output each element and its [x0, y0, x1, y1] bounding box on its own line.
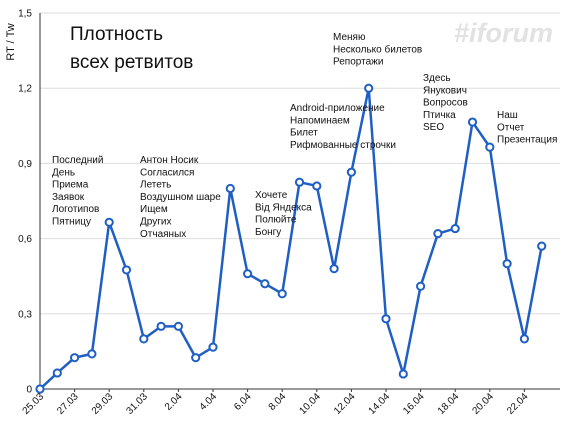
annotation: Здесь — [423, 73, 451, 84]
point — [52, 368, 62, 378]
annotation: Презентация — [497, 135, 557, 146]
y-tick-label: 0,6 — [18, 234, 32, 245]
annotation: Несколько билетов — [333, 43, 422, 55]
watermark: #iforum — [454, 18, 553, 48]
point — [70, 353, 80, 363]
point — [485, 142, 495, 152]
point — [433, 228, 443, 239]
annotation: Рифмованные строчки — [290, 139, 396, 151]
point — [156, 321, 166, 331]
point — [243, 269, 253, 279]
annotation: SEO — [423, 122, 444, 133]
annotation: Наш — [497, 110, 518, 121]
annotation: Ищем — [140, 204, 168, 215]
line — [39, 87, 543, 390]
annotation: Полюйте — [255, 215, 297, 226]
point — [329, 264, 339, 274]
point — [173, 321, 183, 331]
annotation: Отчет — [497, 122, 525, 133]
annotation: Согласился — [140, 167, 194, 178]
annotation: Вопросов — [423, 98, 468, 109]
chart-title: всех ретвитов — [70, 52, 193, 73]
point — [277, 289, 287, 299]
annotation: Отчаяных — [140, 229, 186, 240]
annotation: Антон Носик — [140, 155, 199, 166]
point — [364, 83, 374, 93]
point — [121, 265, 132, 275]
y-tick-label: 1,2 — [18, 84, 32, 95]
annotation: Птичка — [423, 110, 456, 121]
annotation: Билет — [290, 128, 318, 139]
point — [191, 353, 201, 363]
point — [346, 167, 356, 177]
y-tick-label: 0 — [26, 385, 32, 396]
annotation: Напоминаем — [290, 115, 350, 126]
point — [381, 314, 391, 324]
annotation: Меняю — [333, 32, 366, 43]
point — [519, 334, 530, 344]
point — [260, 279, 270, 289]
point — [312, 181, 322, 191]
y-axis-label: RT / Tw — [5, 23, 17, 60]
annotation: Від Яндекса — [255, 202, 312, 213]
annotation: Лететь — [140, 180, 171, 191]
point — [104, 217, 114, 227]
annotation: День — [52, 167, 75, 178]
point — [139, 334, 149, 344]
point — [225, 183, 235, 194]
y-tick-label: 1,5 — [18, 9, 32, 20]
point — [35, 384, 45, 394]
point — [416, 281, 426, 291]
chart-title: Плотность — [70, 24, 163, 45]
annotation: Воздушном шаре — [140, 192, 221, 203]
annotation: Репортажи — [333, 57, 383, 68]
point — [502, 259, 512, 269]
point — [537, 241, 547, 251]
point — [450, 223, 460, 234]
point — [87, 349, 97, 359]
annotation: Последний — [52, 155, 103, 166]
point — [294, 177, 305, 187]
annotation: Логотипов — [52, 204, 99, 215]
annotation: Бонгу — [255, 227, 281, 238]
point — [398, 369, 408, 379]
annotation: Хочете — [255, 190, 288, 201]
annotation: Пятницу — [52, 217, 91, 228]
y-tick-label: 0,3 — [18, 309, 32, 320]
annotation: Других — [140, 217, 171, 228]
annotation: Android-приложение — [290, 103, 385, 114]
point — [208, 342, 218, 352]
annotation: Янукович — [423, 85, 467, 96]
annotation: Приема — [52, 180, 89, 191]
point — [467, 117, 478, 127]
annotation: Заявок — [52, 192, 85, 203]
y-tick-label: 0,9 — [18, 159, 32, 170]
